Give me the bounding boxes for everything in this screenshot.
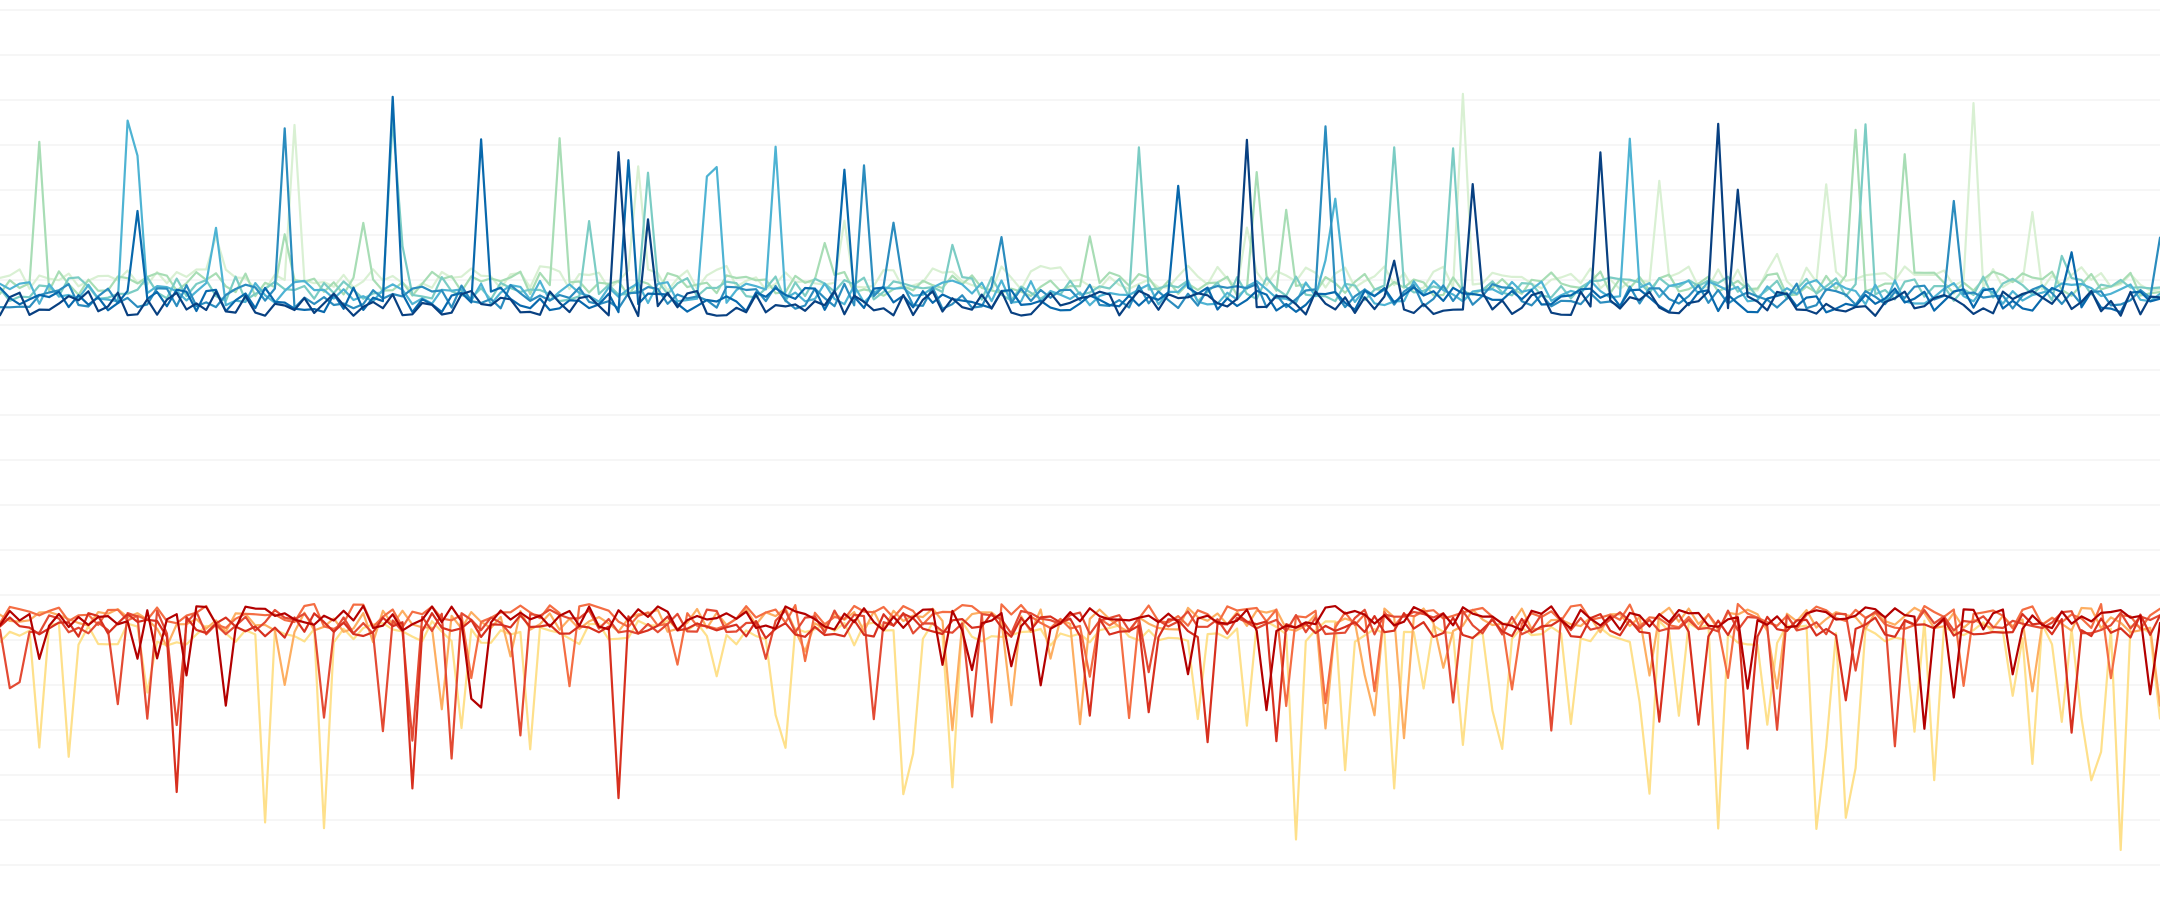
lower-series-line-4 bbox=[0, 608, 2160, 760]
lower-series-line-2 bbox=[0, 606, 2160, 740]
lower-series-line-6 bbox=[0, 604, 2160, 730]
lower-series-line-5 bbox=[0, 612, 2160, 800]
upper-series-line-7 bbox=[0, 122, 2160, 318]
upper-series-group bbox=[0, 92, 2160, 318]
upper-series-line-5 bbox=[0, 125, 2160, 310]
upper-series-line-1 bbox=[0, 92, 2160, 292]
y-gridlines bbox=[0, 9, 2160, 866]
upper-series-line-6 bbox=[0, 95, 2160, 314]
lower-series-group bbox=[0, 602, 2160, 852]
lower-series-line-3 bbox=[0, 602, 2160, 724]
upper-series-line-3 bbox=[0, 117, 2160, 303]
lower-series-line-1 bbox=[0, 619, 2160, 852]
